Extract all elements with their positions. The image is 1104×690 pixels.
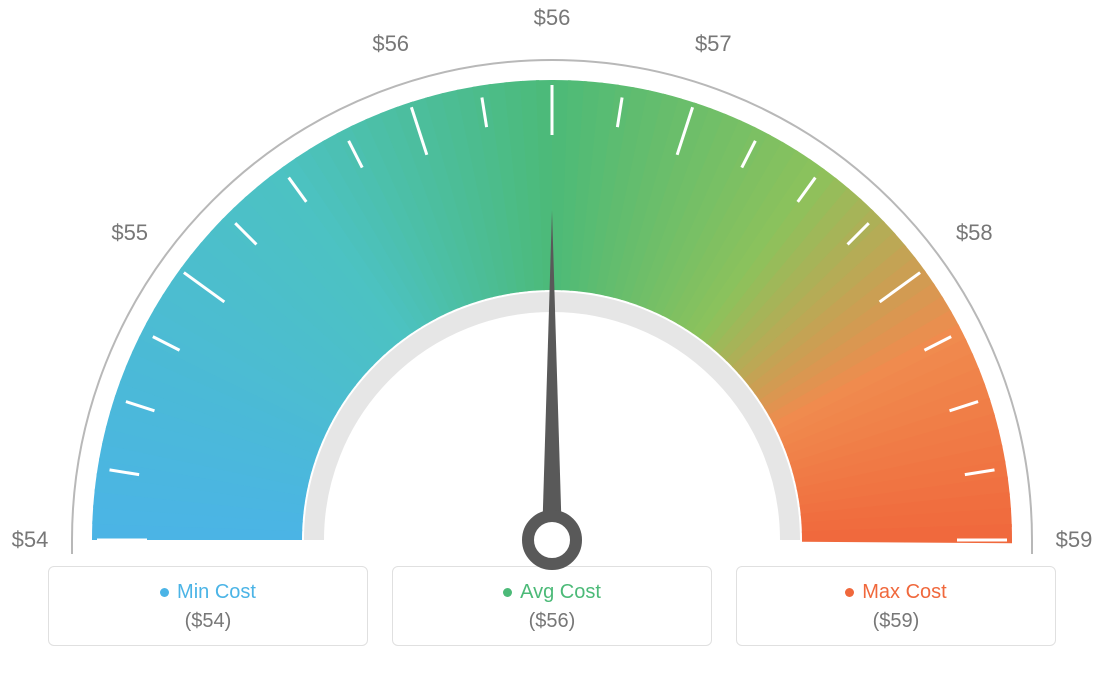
legend-card-min: Min Cost ($54): [48, 566, 368, 646]
gauge-tick-label: $57: [695, 31, 732, 57]
legend-dot-max: [845, 588, 854, 597]
legend-title-avg: Avg Cost: [503, 581, 601, 604]
gauge-tick-label: $56: [534, 5, 571, 31]
legend-card-max: Max Cost ($59): [736, 566, 1056, 646]
legend-dot-avg: [503, 588, 512, 597]
legend-value-max: ($59): [737, 610, 1055, 633]
gauge-chart: $54 $55 $56 $56 $57 $58 $59: [0, 0, 1104, 570]
gauge-tick-label: $56: [372, 31, 409, 57]
legend-label-avg: Avg Cost: [520, 581, 601, 604]
legend-card-avg: Avg Cost ($56): [392, 566, 712, 646]
legend-title-min: Min Cost: [160, 581, 256, 604]
gauge-svg: [0, 0, 1104, 570]
gauge-tick-label: $55: [111, 220, 148, 246]
legend-row: Min Cost ($54) Avg Cost ($56) Max Cost (…: [0, 566, 1104, 646]
legend-value-avg: ($56): [393, 610, 711, 633]
gauge-tick-label: $54: [12, 527, 49, 553]
legend-label-max: Max Cost: [862, 581, 946, 604]
legend-dot-min: [160, 588, 169, 597]
legend-value-min: ($54): [49, 610, 367, 633]
legend-title-max: Max Cost: [845, 581, 946, 604]
legend-label-min: Min Cost: [177, 581, 256, 604]
gauge-tick-label: $58: [956, 220, 993, 246]
gauge-tick-label: $59: [1056, 527, 1093, 553]
